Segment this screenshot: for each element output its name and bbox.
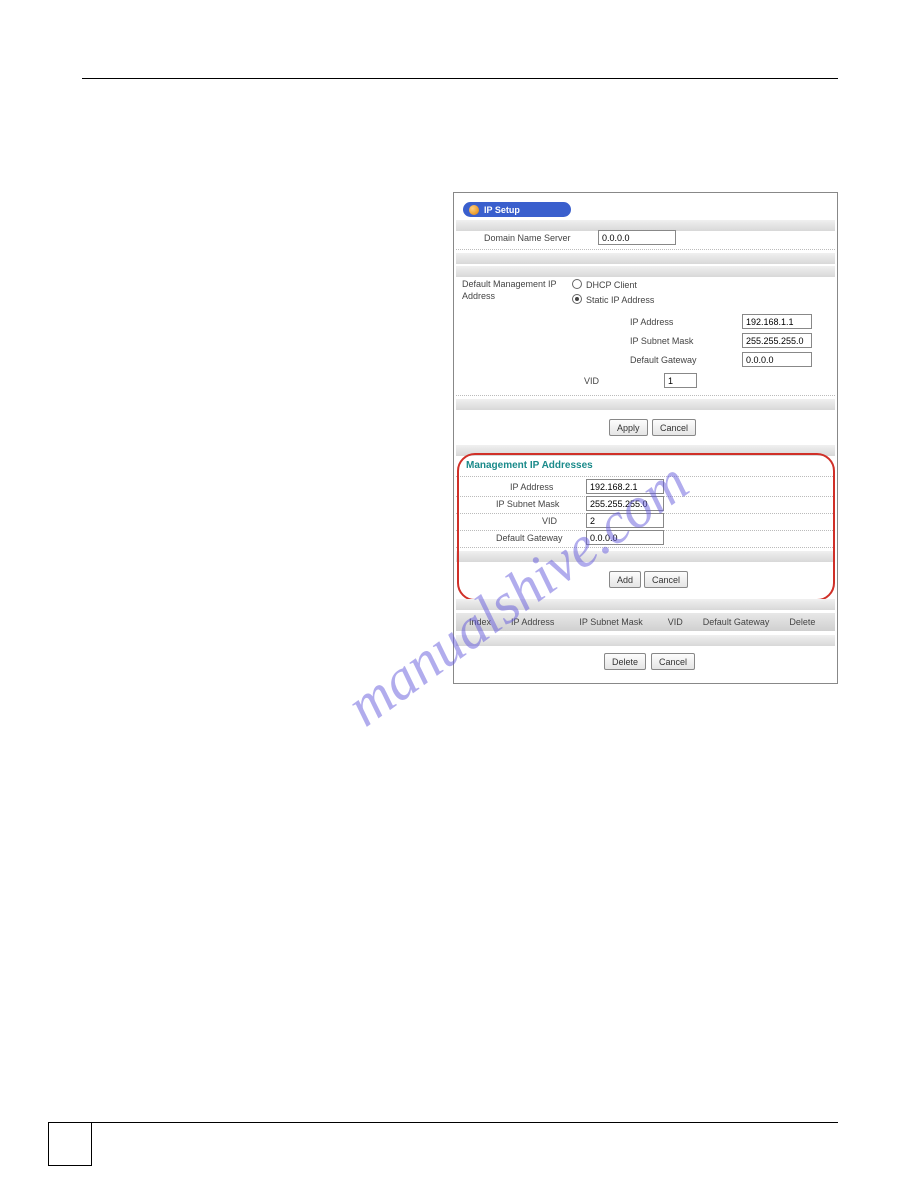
graybar-8 [456, 635, 835, 646]
col-ip: IP Address [511, 617, 554, 627]
dns-label: Domain Name Server [484, 233, 571, 243]
cancel-button-1[interactable]: Cancel [652, 419, 696, 436]
dhcp-radio[interactable] [572, 279, 582, 289]
dhcp-label: DHCP Client [586, 280, 637, 290]
bottom-horizontal-rule [82, 1122, 838, 1123]
ip-mask-input[interactable]: 255.255.255.0 [742, 333, 812, 348]
red-callout-highlight [457, 453, 835, 601]
col-delete: Delete [789, 617, 815, 627]
gw-label: Default Gateway [630, 355, 697, 365]
ip-address-label: IP Address [630, 317, 673, 327]
col-gw: Default Gateway [703, 617, 770, 627]
static-radio[interactable] [572, 294, 582, 304]
col-vid: VID [668, 617, 683, 627]
gw-input[interactable]: 0.0.0.0 [742, 352, 812, 367]
apply-button[interactable]: Apply [609, 419, 648, 436]
table-header-row: Index IP Address IP Subnet Mask VID Defa… [456, 613, 835, 631]
ip-setup-header-pill: IP Setup [463, 202, 571, 217]
cancel-button-3[interactable]: Cancel [651, 653, 695, 670]
graybar-2 [456, 253, 835, 264]
col-mask: IP Subnet Mask [579, 617, 642, 627]
vid-input[interactable]: 1 [664, 373, 697, 388]
sep-2 [456, 395, 835, 396]
graybar-3 [456, 266, 835, 277]
static-label: Static IP Address [586, 295, 654, 305]
delete-button[interactable]: Delete [604, 653, 646, 670]
ip-mask-label: IP Subnet Mask [630, 336, 693, 346]
sep-1 [456, 249, 835, 250]
col-index: Index [469, 617, 491, 627]
default-mgmt-label-2: Address [462, 291, 495, 301]
header-title: IP Setup [484, 205, 520, 215]
page-number-box [48, 1122, 92, 1166]
dns-input[interactable]: 0.0.0.0 [598, 230, 676, 245]
top-horizontal-rule [82, 78, 838, 79]
graybar-4 [456, 399, 835, 410]
graybar-7 [456, 599, 835, 610]
default-mgmt-label-1: Default Management IP [462, 279, 557, 289]
vid-label: VID [584, 376, 599, 386]
header-dot-icon [469, 205, 479, 215]
ip-setup-screenshot: IP Setup Domain Name Server 0.0.0.0 Defa… [453, 192, 838, 684]
ip-address-input[interactable]: 192.168.1.1 [742, 314, 812, 329]
